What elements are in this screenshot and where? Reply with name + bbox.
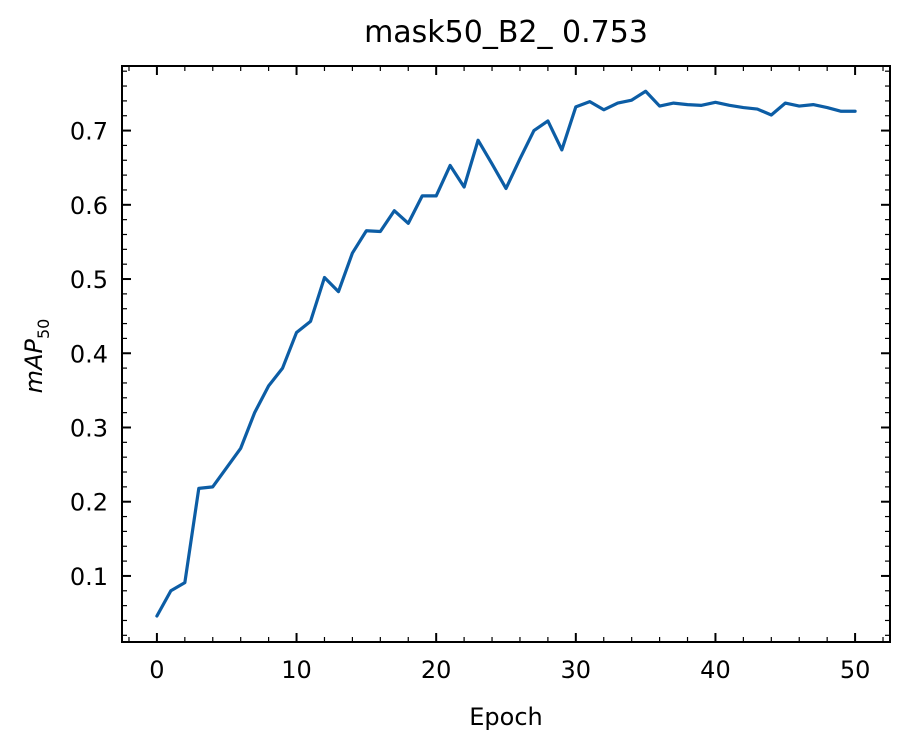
x-tick-label: 40 [700, 656, 731, 684]
series-group [155, 89, 857, 618]
y-axis-label-subscript: 50 [34, 319, 53, 339]
y-tick-label: 0.5 [70, 266, 108, 294]
x-tick-label: 30 [561, 656, 592, 684]
y-axis-label-base: mAP [20, 339, 48, 394]
y-tick-label: 0.2 [70, 489, 108, 517]
y-axis-label: mAP50 [20, 319, 53, 394]
major-ticks [122, 66, 890, 642]
chart-title: mask50_B2_ 0.753 [364, 15, 648, 50]
x-tick-labels: 0 10 20 30 40 50 [149, 656, 870, 684]
minor-ticks [122, 66, 890, 642]
y-tick-label: 0.7 [70, 118, 108, 146]
x-axis-label: Epoch [469, 703, 543, 731]
x-tick-label: 10 [281, 656, 312, 684]
x-tick-label: 0 [149, 656, 164, 684]
y-tick-label: 0.4 [70, 340, 108, 368]
series-line [155, 89, 857, 618]
x-tick-label: 50 [840, 656, 871, 684]
plot-frame [121, 65, 891, 643]
y-tick-label: 0.1 [70, 563, 108, 591]
x-tick-label: 20 [421, 656, 452, 684]
y-tick-label: 0.6 [70, 192, 108, 220]
y-tick-labels: 0.1 0.2 0.3 0.4 0.5 0.6 0.7 [70, 118, 108, 591]
y-tick-label: 0.3 [70, 414, 108, 442]
